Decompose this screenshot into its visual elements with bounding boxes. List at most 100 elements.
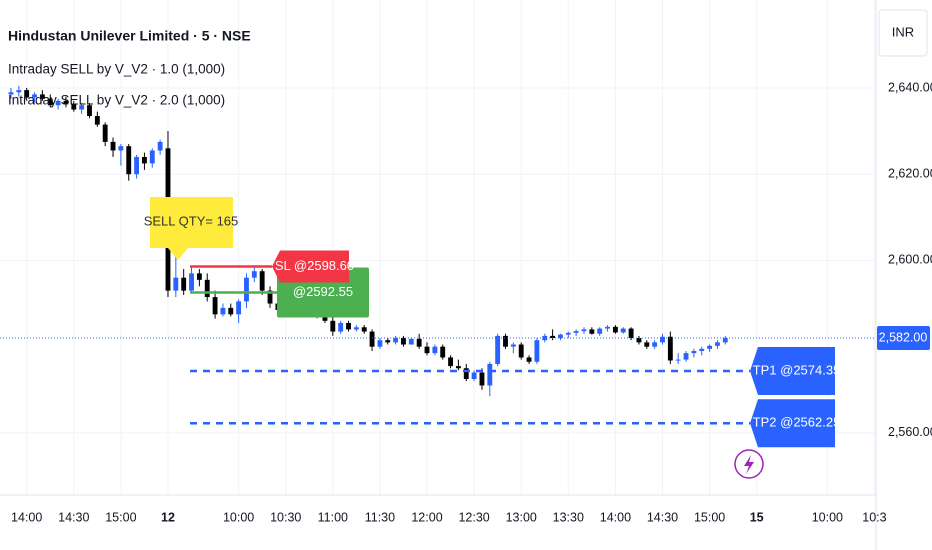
candle-body [71,104,77,110]
candle-body [597,328,603,334]
candle-body [589,329,595,334]
signal-label: SELL QTY= 165 [144,213,239,228]
x-tick-label: 12:00 [411,510,442,524]
candle-body [353,327,359,330]
candle-body [558,334,563,339]
x-tick-label: 15 [750,510,764,524]
candle-body [149,150,155,164]
x-tick-label: 10:30 [270,510,301,524]
candle-body [16,90,22,93]
candle-body [267,290,273,304]
level-tag [750,347,835,396]
candle-body [722,338,728,343]
candle-body [455,366,461,369]
candle-body [346,322,351,330]
candle-body [126,146,132,175]
candle-body [181,277,187,291]
y-tick-label: 2,640.00 [888,80,932,94]
x-tick-label: 13:00 [506,510,537,524]
candle-body [620,328,626,333]
candle-body [463,368,469,380]
y-tick-label: 2,620.00 [888,166,932,180]
candle-body [424,346,430,354]
candle-body [94,115,100,125]
grid [0,0,876,495]
candle-body [369,331,375,347]
candle-body [8,92,14,95]
candle-body [660,336,665,343]
x-tick-label: 12 [161,510,175,524]
candle-body [244,277,249,302]
candle-body [416,338,422,347]
candle-body [87,105,92,116]
candle-body [134,156,140,175]
candle-body [401,338,406,345]
candle-body [189,273,194,291]
candle-body [628,328,634,339]
level-label: SL @2598.60 [275,258,354,273]
candle-body [361,327,367,332]
candle-body [479,372,485,386]
level-label: TP2 @2562.25 [753,415,841,430]
candle-body [196,273,202,280]
candle-body [448,357,453,367]
level-label: @2592.55 [293,284,353,299]
overlay: @2592.55 SL @2598.60 TP1 @2574.35 TP2 @2562… [0,197,876,448]
candle-body [63,100,69,105]
candle-body [503,335,508,347]
x-tick-label: 11:30 [365,510,395,524]
candle-body [440,346,446,358]
candle-body [691,350,697,354]
level-tag [272,250,349,283]
candle-body [581,329,587,332]
x-tick-label: 10:00 [223,510,254,524]
candle-body [47,98,53,106]
candle-body [652,342,658,347]
last-price-label: 2,582.00 [879,330,928,344]
candle-body [699,348,705,351]
x-tick-label: 11:00 [318,510,348,524]
level-label: TP1 @2574.35 [753,362,841,377]
candle-body [251,271,257,278]
last-price-tag [877,326,930,351]
candle-body [675,359,681,361]
candle-body [408,338,414,345]
candle-body [173,277,179,291]
x-tick-label: 12:30 [458,510,489,524]
candle-body [24,90,30,98]
candle-body [644,342,650,347]
candle-body [534,340,540,362]
candle-body [79,105,85,110]
y-tick-label: 2,560.00 [888,425,932,439]
candle-body [259,271,265,291]
candle-body [715,342,720,346]
level-tag [750,399,835,448]
currency-box[interactable] [878,9,928,57]
candle-body [518,344,524,358]
candle-body [526,357,532,362]
candle-body [385,340,391,343]
candle-body [220,307,226,315]
candle-body [204,279,210,298]
candle-body [32,94,37,98]
x-tick-label: 14:00 [600,510,631,524]
x-tick-label: 10:3 [862,510,886,524]
candle-body [110,141,116,151]
candle-body [495,335,501,364]
currency: INR [892,24,914,39]
candle-body [236,301,242,315]
candle-body [102,124,108,142]
candle-body [510,344,516,347]
candle-body [471,372,477,380]
candle-body [377,340,383,347]
x-tick-label: 14:00 [11,510,42,524]
indicator-label: Intraday SELL by V_V2 · 2.0 (1,000) [8,93,225,108]
candle-body [707,345,713,349]
candle-body [157,141,163,151]
candle-body [338,322,344,332]
x-tick-label: 14:30 [58,510,89,524]
signal-tag [150,197,233,260]
candle-body [432,346,438,354]
x-tick-label: 15:00 [105,510,136,524]
